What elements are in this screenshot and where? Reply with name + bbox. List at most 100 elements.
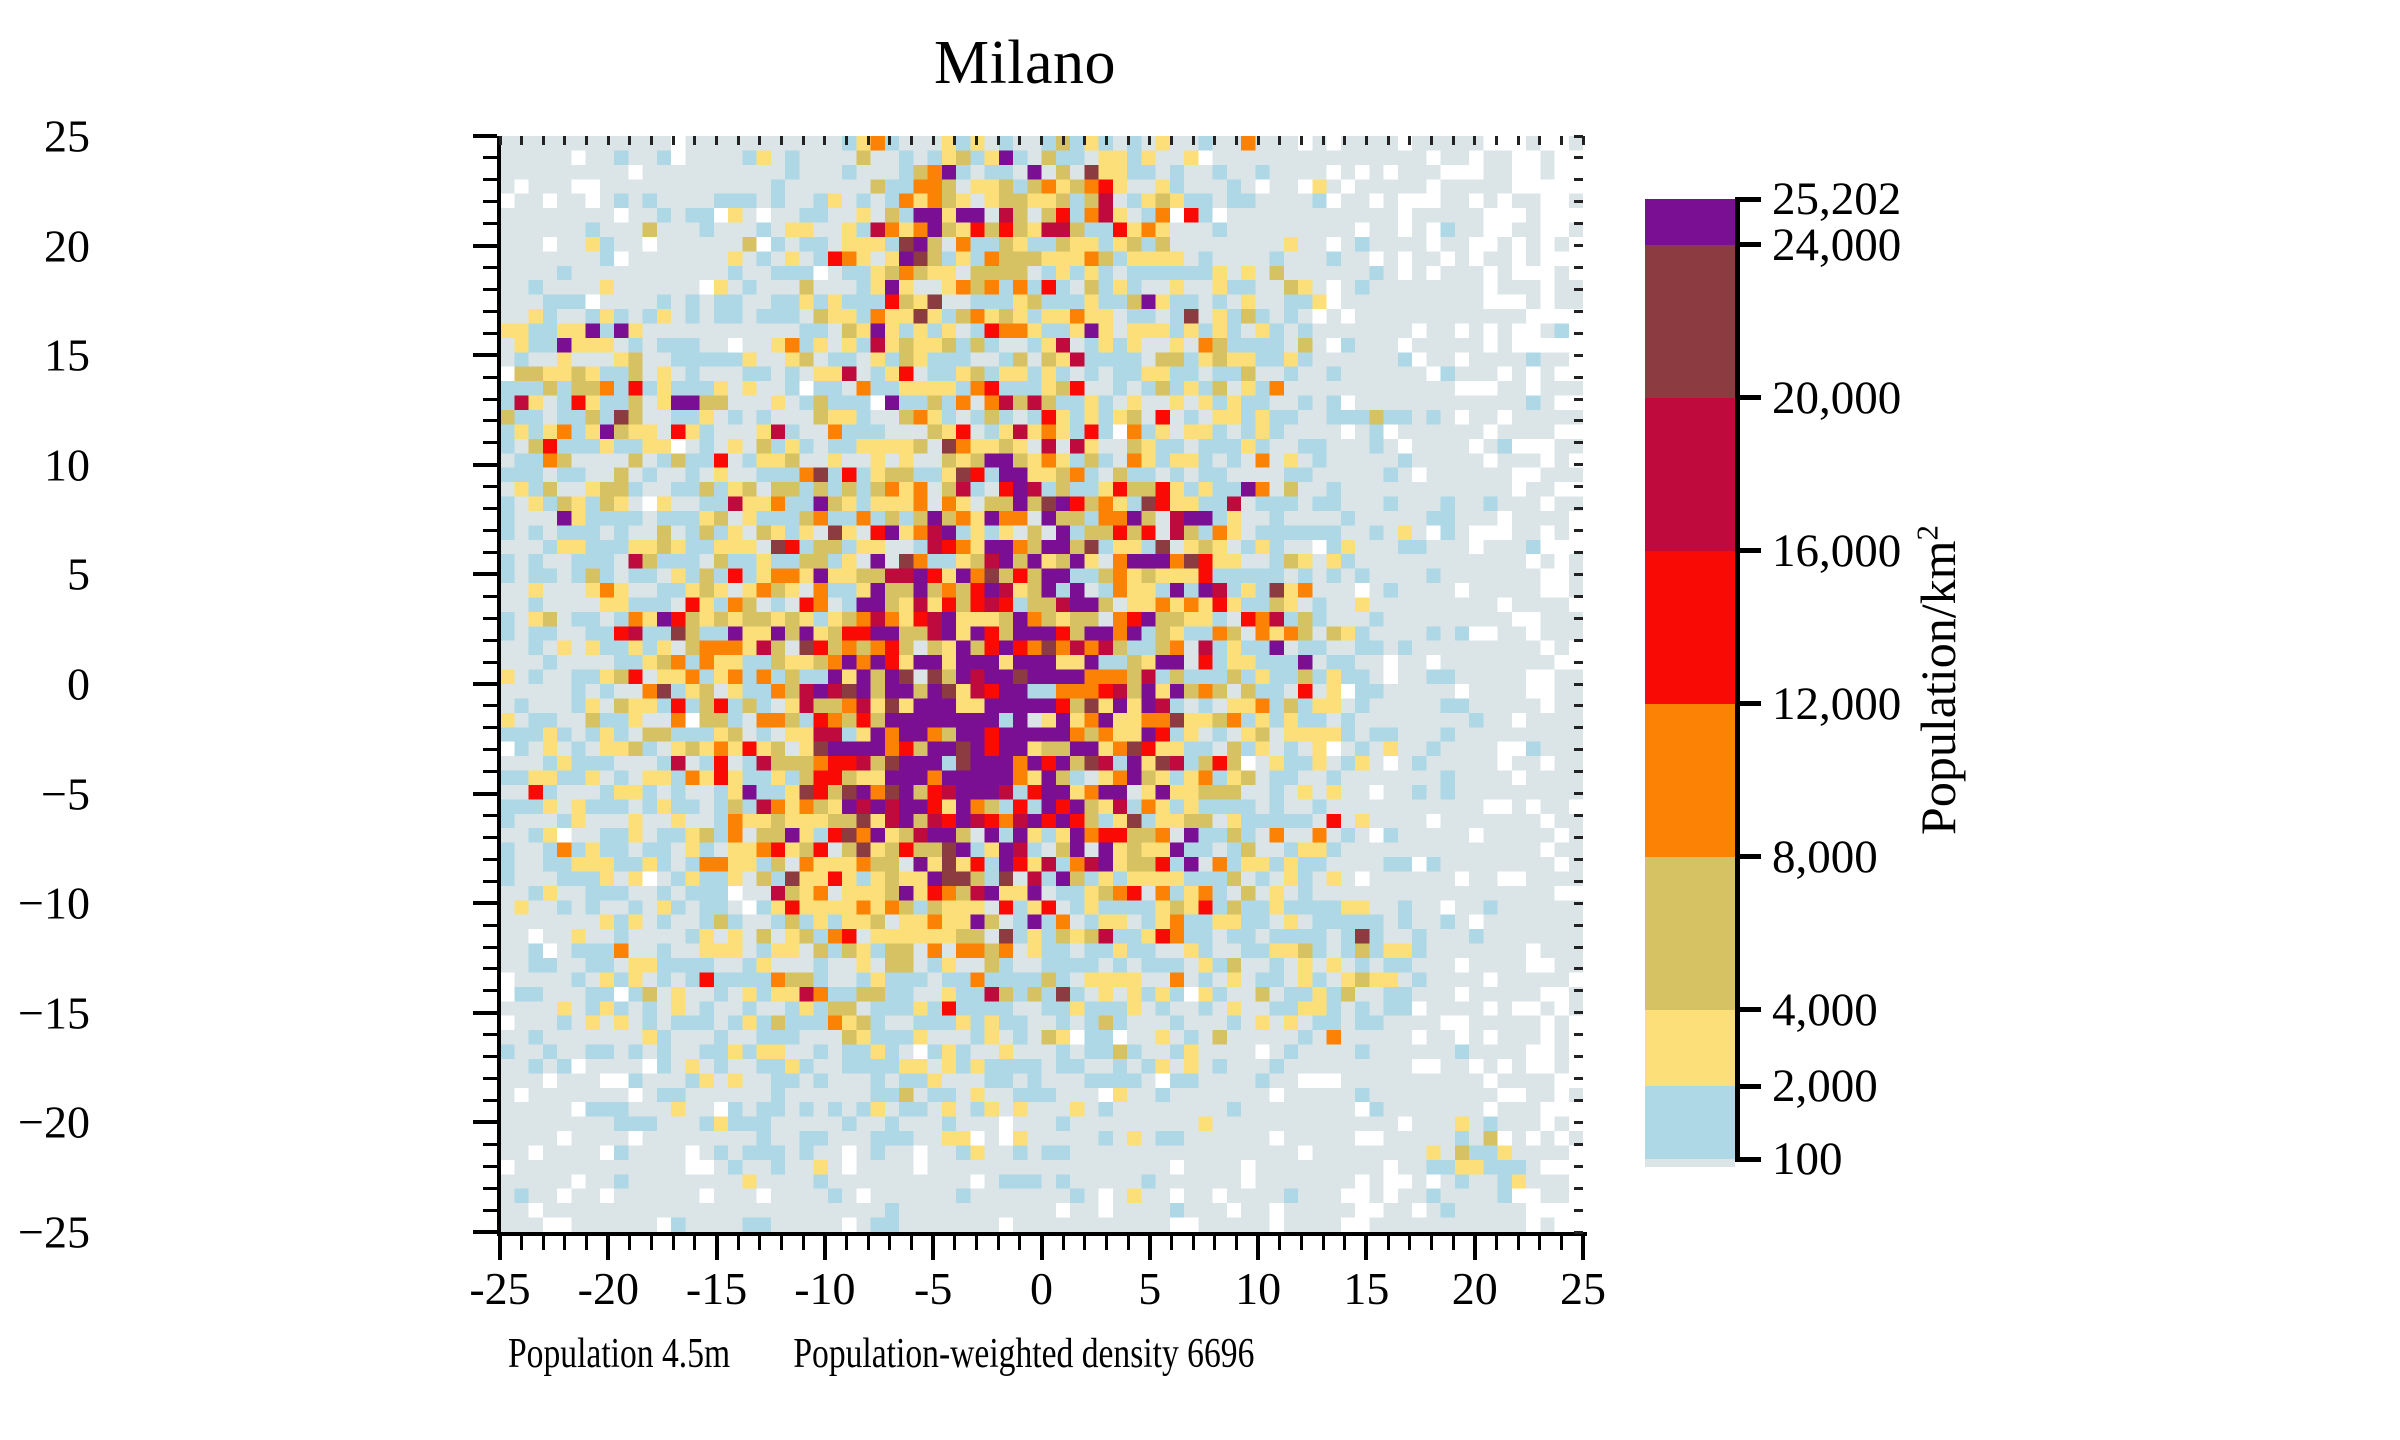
y-tick--11 (483, 923, 497, 927)
y-axis-label--5: −5 (41, 768, 90, 820)
right-tick--10 (1574, 901, 1583, 905)
right-tick--6 (1574, 814, 1583, 818)
y-tick--23 (483, 1186, 497, 1190)
colorbar-tick-5 (1735, 854, 1761, 860)
right-tick-23 (1574, 178, 1583, 182)
right-tick--5 (1574, 792, 1583, 796)
x-tick--24 (520, 1236, 524, 1250)
x-tick--20 (606, 1236, 611, 1260)
right-tick-24 (1574, 156, 1583, 160)
top-tick--21 (585, 136, 589, 145)
top-tick-21 (1494, 136, 1498, 145)
top-tick--14 (736, 136, 740, 145)
right-tick-2 (1574, 638, 1583, 642)
top-tick--20 (606, 136, 610, 145)
top-tick--7 (888, 136, 892, 145)
y-tick--25 (473, 1230, 497, 1234)
x-tick--25 (498, 1236, 502, 1260)
top-tick-23 (1538, 136, 1542, 145)
right-tick--20 (1574, 1120, 1583, 1124)
footer-population: Population 4.5m (508, 1331, 731, 1377)
x-tick--13 (758, 1236, 762, 1250)
right-tick-6 (1574, 550, 1583, 554)
top-tick-3 (1104, 136, 1108, 145)
top-tick-2 (1083, 136, 1087, 145)
colorbar-tick-label-1: 24,000 (1772, 218, 1902, 271)
x-tick--14 (736, 1236, 740, 1250)
top-tick-0 (1040, 136, 1043, 145)
x-tick-23 (1538, 1236, 1542, 1250)
top-tick--19 (628, 136, 632, 145)
x-tick-21 (1494, 1236, 1498, 1250)
y-axis-label-0: 0 (67, 658, 90, 710)
right-tick-13 (1574, 397, 1583, 401)
colorbar (1645, 199, 1735, 1167)
top-tick--23 (541, 136, 545, 145)
y-tick-22 (483, 200, 497, 204)
x-tick--18 (650, 1236, 654, 1250)
right-tick--23 (1574, 1186, 1583, 1190)
x-tick--23 (541, 1236, 545, 1250)
x-tick--1 (1018, 1236, 1022, 1250)
y-tick--17 (483, 1055, 497, 1059)
x-tick--6 (910, 1236, 914, 1250)
y-tick-3 (483, 616, 497, 620)
right-tick--12 (1574, 945, 1583, 949)
y-tick--16 (483, 1033, 497, 1037)
right-tick--7 (1574, 835, 1583, 839)
colorbar-tick-label-6: 4,000 (1772, 983, 1878, 1036)
y-tick-7 (483, 529, 497, 533)
x-axis-label-5: 5 (1138, 1263, 1162, 1314)
x-tick-15 (1364, 1236, 1369, 1260)
x-tick--11 (801, 1236, 805, 1250)
x-tick--15 (714, 1236, 719, 1260)
x-tick--9 (845, 1236, 849, 1250)
x-tick-22 (1516, 1236, 1520, 1250)
x-axis-label--5: -5 (914, 1263, 953, 1314)
x-tick-8 (1213, 1236, 1217, 1250)
y-tick-14 (483, 375, 497, 379)
x-tick-13 (1321, 1236, 1325, 1250)
top-tick-18 (1429, 136, 1433, 145)
y-tick--9 (483, 879, 497, 883)
x-tick-25 (1581, 1236, 1585, 1260)
colorbar-tick-2 (1735, 395, 1761, 401)
x-tick--12 (780, 1236, 784, 1250)
x-tick-24 (1559, 1236, 1563, 1250)
right-tick--3 (1574, 748, 1583, 752)
y-axis-label--15: −15 (18, 987, 90, 1039)
right-tick-7 (1574, 529, 1583, 533)
x-tick-20 (1472, 1236, 1477, 1260)
y-tick-25 (473, 134, 497, 138)
y-tick-1 (483, 660, 497, 664)
y-tick-19 (483, 266, 497, 270)
y-tick--20 (473, 1120, 497, 1125)
x-tick--21 (585, 1236, 589, 1250)
top-tick-1 (1061, 136, 1065, 145)
right-tick-12 (1574, 419, 1583, 423)
y-tick-5 (473, 572, 497, 577)
y-tick--22 (483, 1164, 497, 1168)
y-tick--8 (483, 857, 497, 861)
top-tick-11 (1278, 136, 1282, 145)
x-tick-6 (1169, 1236, 1173, 1250)
right-tick-20 (1574, 244, 1583, 248)
top-tick-24 (1559, 136, 1563, 145)
y-tick-16 (483, 331, 497, 335)
y-tick--24 (483, 1208, 497, 1212)
y-axis-label-20: 20 (44, 220, 90, 272)
y-axis-line (497, 136, 501, 1236)
y-tick--4 (483, 770, 497, 774)
right-tick--13 (1574, 967, 1583, 971)
x-tick-10 (1256, 1236, 1261, 1260)
y-axis-label-25: 25 (44, 110, 90, 162)
top-tick-25 (1581, 136, 1585, 145)
top-tick--25 (498, 136, 502, 145)
x-tick-12 (1299, 1236, 1303, 1250)
right-tick--4 (1574, 770, 1583, 774)
colorbar-tick-label-5: 8,000 (1772, 830, 1878, 883)
top-tick-5 (1148, 136, 1152, 145)
colorbar-tick-8 (1735, 1156, 1761, 1162)
colorbar-band-2 (1645, 397, 1735, 551)
y-tick--1 (483, 704, 497, 708)
